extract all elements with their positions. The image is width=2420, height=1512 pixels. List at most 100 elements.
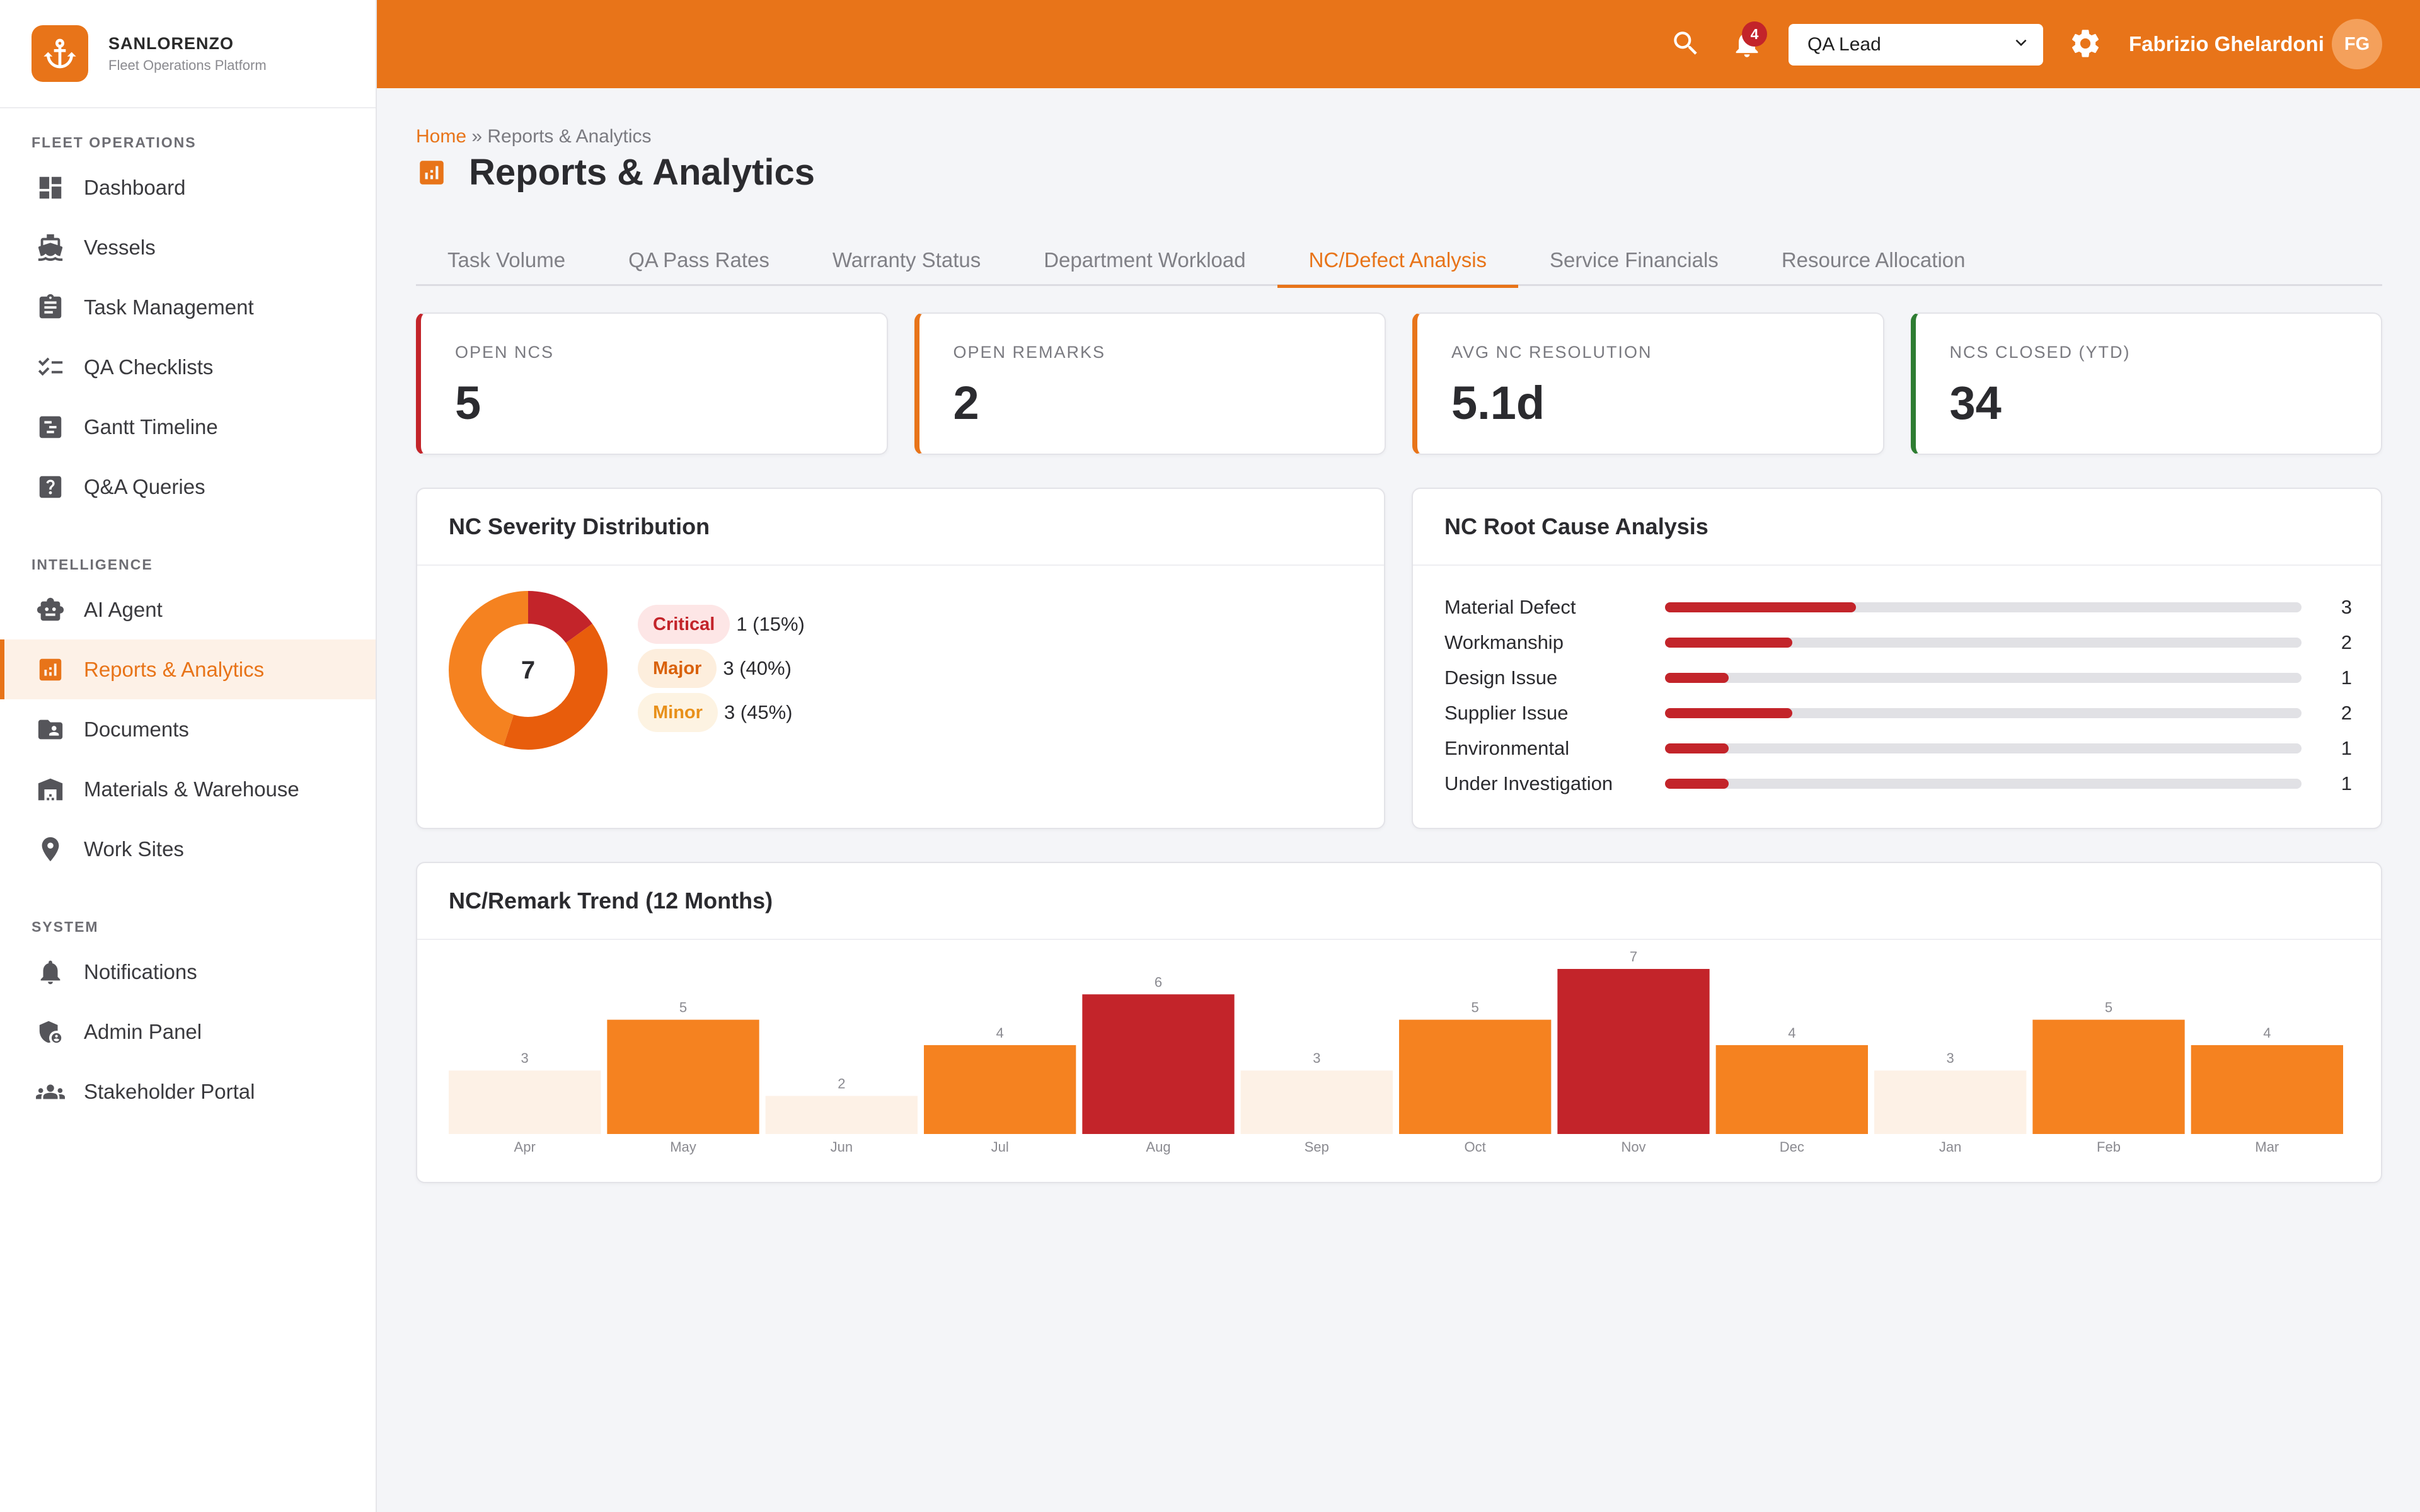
sidebar-item-ai-agent[interactable]: AI Agent — [0, 580, 376, 639]
breadcrumb-home-link[interactable]: Home — [416, 126, 467, 147]
breadcrumb: Home » Reports & Analytics — [416, 126, 652, 147]
root-cause-bar-track — [1665, 779, 2302, 789]
trend-card-title: NC/Remark Trend (12 Months) — [417, 863, 2381, 940]
kpi-label: AVG NC RESOLUTION — [1451, 343, 1652, 362]
tab-resource-allocation[interactable]: Resource Allocation — [1781, 248, 1966, 272]
tab-department-workload[interactable]: Department Workload — [1044, 248, 1246, 272]
tab-nc-defect-analysis[interactable]: NC/Defect Analysis — [1277, 234, 1519, 288]
clipboard-icon — [36, 293, 65, 322]
root-cause-bar-fill — [1665, 708, 1792, 718]
trend-axis-label: Jul — [991, 1139, 1009, 1155]
folder-icon — [36, 715, 65, 744]
sidebar-item-label: Gantt Timeline — [84, 415, 218, 438]
trend-bar-aug — [1082, 994, 1235, 1134]
trend-bar-oct — [1399, 1019, 1552, 1134]
trend-axis-label: Jun — [831, 1139, 853, 1155]
checklist-icon — [36, 353, 65, 382]
sidebar-item-work-sites[interactable]: Work Sites — [0, 819, 376, 879]
user-name[interactable]: Fabrizio Ghelardoni — [2129, 32, 2324, 55]
root-cause-row-supplier-issue: Supplier Issue 2 — [1444, 696, 2352, 731]
severity-total: 7 — [521, 656, 536, 684]
sidebar-item-qa-checklists[interactable]: QA Checklists — [0, 337, 376, 397]
breadcrumb-current: Reports & Analytics — [487, 126, 652, 147]
severity-value: 3 (45%) — [723, 701, 793, 723]
sidebar-item-reports-and-analytics[interactable]: Reports & Analytics — [0, 639, 376, 699]
root-cause-bar-track — [1665, 673, 2302, 683]
root-cause-bar-track — [1665, 602, 2302, 612]
search-icon[interactable] — [1670, 28, 1702, 59]
sidebar: SANLORENZO Fleet Operations Platform FLE… — [0, 0, 377, 1512]
tab-service-financials[interactable]: Service Financials — [1550, 248, 1719, 272]
donut-slice-major — [449, 591, 608, 750]
kpi-label: OPEN NCS — [455, 343, 555, 362]
trend-bar-jun — [765, 1096, 918, 1134]
sidebar-item-notifications[interactable]: Notifications — [0, 942, 376, 1002]
sidebar-item-label: Admin Panel — [84, 1019, 202, 1043]
trend-bar-value: 4 — [996, 1025, 1004, 1041]
brand-subtitle: Fleet Operations Platform — [108, 57, 267, 73]
sidebar-item-gantt-timeline[interactable]: Gantt Timeline — [0, 397, 376, 457]
root-cause-bar-fill — [1665, 638, 1792, 648]
root-cause-row-design-issue: Design Issue 1 — [1444, 660, 2352, 696]
severity-pill-minor: Minor — [638, 693, 718, 732]
trend-bar-sep — [1240, 1070, 1393, 1134]
sidebar-item-documents[interactable]: Documents — [0, 699, 376, 759]
gear-icon[interactable] — [2068, 26, 2102, 60]
root-cause-label: Supplier Issue — [1444, 702, 1569, 724]
trend-bar-value: 4 — [1788, 1025, 1795, 1041]
trend-axis-label: Nov — [1621, 1139, 1645, 1155]
tab-task-volume[interactable]: Task Volume — [447, 248, 566, 272]
sidebar-item-stakeholder-portal[interactable]: Stakeholder Portal — [0, 1062, 376, 1121]
topbar: 4 QA Lead Fabrizio Ghelardoni FG — [377, 0, 2420, 88]
kpi-card-open-remarks: OPEN REMARKS 2 — [914, 312, 1386, 455]
brand[interactable]: SANLORENZO Fleet Operations Platform — [0, 0, 376, 108]
role-select-value: QA Lead — [1807, 34, 1881, 55]
sidebar-item-label: AI Agent — [84, 597, 163, 621]
trend-bar-value: 2 — [838, 1076, 845, 1092]
role-select[interactable]: QA Lead — [1789, 24, 2043, 66]
trend-axis-label: Apr — [514, 1139, 536, 1155]
trend-bar-jan — [1874, 1070, 2027, 1134]
sidebar-item-dashboard[interactable]: Dashboard — [0, 158, 376, 217]
root-cause-count: 3 — [2341, 596, 2352, 618]
trend-bar-dec — [1715, 1045, 1868, 1134]
sidebar-item-materials-and-warehouse[interactable]: Materials & Warehouse — [0, 759, 376, 819]
root-cause-count: 2 — [2341, 702, 2352, 724]
sidebar-item-admin-panel[interactable]: Admin Panel — [0, 1002, 376, 1062]
trend-bar-value: 3 — [1947, 1050, 1954, 1066]
donut-slice-minor — [449, 591, 608, 750]
root-cause-row-workmanship: Workmanship 2 — [1444, 625, 2352, 660]
kpi-card-ncs-closed-ytd: NCS CLOSED (YTD) 34 — [1910, 312, 2382, 455]
question-icon — [36, 472, 65, 501]
nav-section-title: FLEET OPERATIONS — [32, 134, 197, 151]
avatar[interactable]: FG — [2332, 19, 2382, 69]
trend-card: NC/Remark Trend (12 Months) 3 Apr 5 May 2 Jun… — [416, 862, 2382, 1183]
trend-bar-mar — [2191, 1045, 2343, 1134]
kpi-value: 5.1d — [1451, 377, 1545, 429]
sidebar-item-label: Q&A Queries — [84, 474, 205, 498]
analytics-icon — [416, 157, 447, 188]
sidebar-item-label: Notifications — [84, 959, 197, 983]
root-cause-label: Material Defect — [1444, 596, 1576, 618]
ship-icon — [36, 233, 65, 262]
tab-warranty-status[interactable]: Warranty Status — [832, 248, 981, 272]
kpi-card-avg-nc-resolution: AVG NC RESOLUTION 5.1d — [1412, 312, 1884, 455]
severity-value: 3 (40%) — [723, 657, 792, 679]
severity-legend-row: Minor 3 (45%) — [638, 690, 805, 735]
people-icon — [36, 1077, 65, 1106]
chevron-down-icon — [2013, 34, 2029, 55]
sidebar-nav: FLEET OPERATIONS Dashboard Vessels Task Man… — [0, 121, 376, 1121]
severity-pill-critical: Critical — [638, 605, 730, 644]
sidebar-item-vessels[interactable]: Vessels — [0, 217, 376, 277]
trend-bar-value: 5 — [1472, 1000, 1479, 1016]
kpi-value: 5 — [455, 377, 481, 429]
trend-axis-label: Feb — [2097, 1139, 2121, 1155]
severity-card: NC Severity Distribution 7 Critical 1 (15… — [416, 488, 1385, 829]
root-cause-count: 1 — [2341, 737, 2352, 759]
root-cause-bar-track — [1665, 743, 2302, 753]
trend-bar-value: 4 — [2263, 1025, 2271, 1041]
tab-qa-pass-rates[interactable]: QA Pass Rates — [628, 248, 769, 272]
kpi-value: 34 — [1949, 377, 2002, 429]
sidebar-item-qanda-queries[interactable]: Q&A Queries — [0, 457, 376, 517]
sidebar-item-task-management[interactable]: Task Management — [0, 277, 376, 337]
